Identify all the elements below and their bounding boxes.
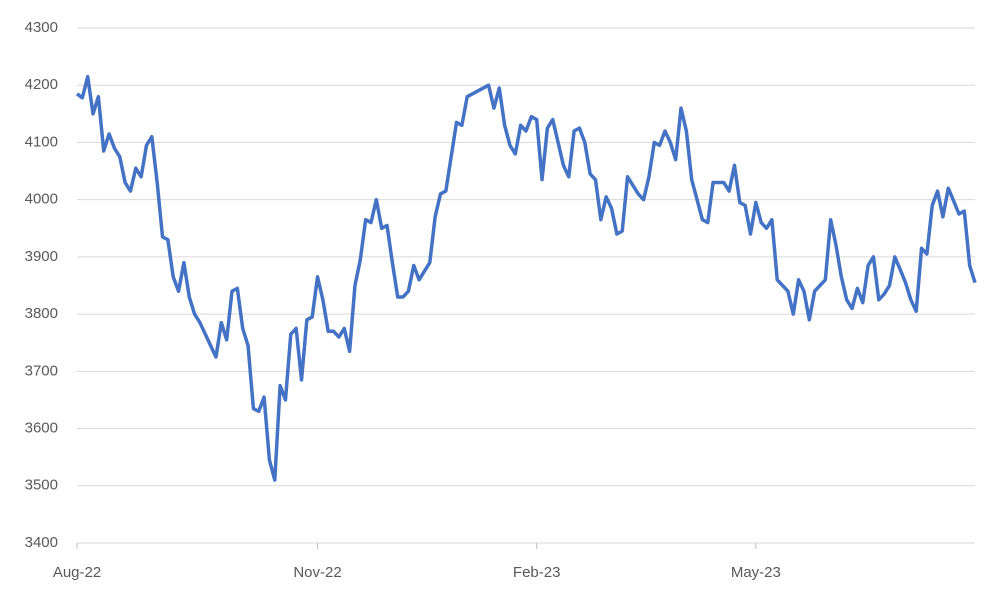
- y-tick-label: 4200: [25, 76, 58, 93]
- x-tick-label: May-23: [731, 564, 781, 581]
- x-tick-label: Feb-23: [513, 564, 561, 581]
- y-tick-label: 3900: [25, 248, 58, 265]
- y-tick-label: 4100: [25, 133, 58, 150]
- line-series: [75, 74, 977, 482]
- y-tick-label: 3400: [25, 534, 58, 551]
- y-tick-label: 3700: [25, 362, 58, 379]
- x-tick-label: Aug-22: [53, 564, 101, 581]
- y-tick-label: 3800: [25, 305, 58, 322]
- y-tick-label: 4300: [25, 19, 58, 36]
- y-tick-label: 3600: [25, 420, 58, 437]
- y-tick-label: 3500: [25, 477, 58, 494]
- x-tick-label: Nov-22: [293, 564, 341, 581]
- y-tick-label: 4000: [25, 191, 58, 208]
